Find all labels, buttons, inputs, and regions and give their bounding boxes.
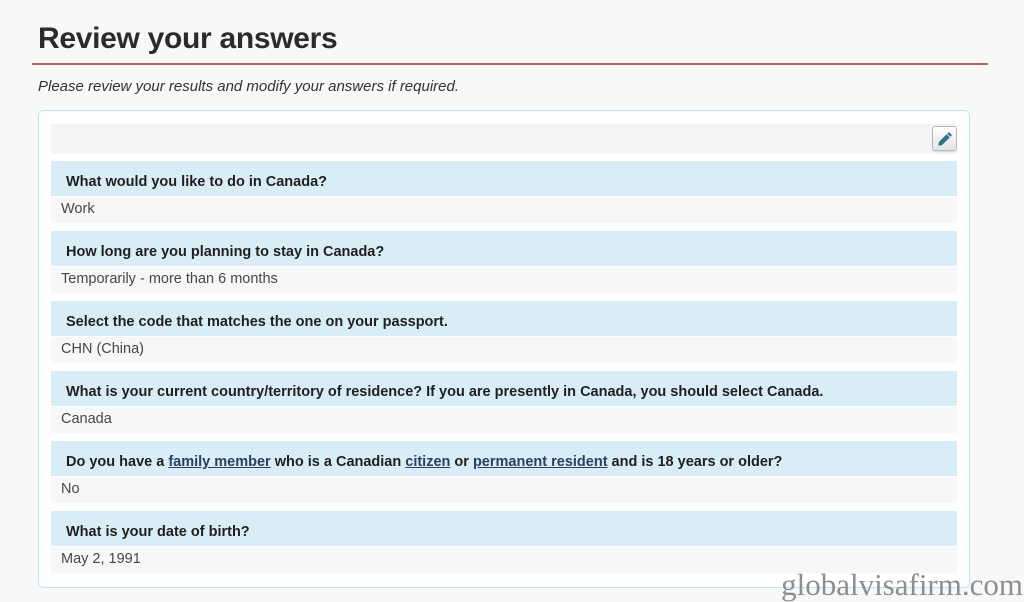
title-divider (32, 63, 988, 65)
review-answers-panel: What would you like to do in Canada? Work… (38, 110, 970, 588)
answer-row: Work (51, 197, 957, 223)
main-content: Review your answers Please review your r… (32, 22, 988, 588)
question-row: Do you have a family member who is a Can… (51, 441, 957, 476)
qa-block: How long are you planning to stay in Can… (51, 231, 957, 293)
answer-row: Temporarily - more than 6 months (51, 267, 957, 293)
pencil-icon (937, 131, 952, 146)
question-text: How long are you planning to stay in Can… (66, 244, 385, 260)
question-row: How long are you planning to stay in Can… (51, 231, 957, 266)
question-text: Select the code that matches the one on … (66, 314, 448, 330)
inline-help-link[interactable]: permanent resident (472, 454, 608, 470)
question-row: Select the code that matches the one on … (51, 301, 957, 336)
qa-list: What would you like to do in Canada? Work… (51, 161, 957, 573)
qa-block: What is your current country/territory o… (51, 371, 957, 433)
question-text: What is your current country/territory o… (66, 384, 824, 400)
inline-help-link[interactable]: family member (168, 454, 271, 470)
question-text: or (450, 454, 473, 470)
answer-row: Canada (51, 407, 957, 433)
qa-block: Do you have a family member who is a Can… (51, 441, 957, 503)
edit-toolbar-row (51, 124, 957, 154)
question-text: What would you like to do in Canada? (66, 174, 327, 190)
page-title: Review your answers (38, 22, 338, 55)
question-text: and is 18 years or older? (607, 454, 783, 470)
question-row: What is your date of birth? (51, 511, 957, 546)
edit-answers-button[interactable] (932, 126, 957, 151)
question-text: Do you have a (66, 454, 169, 470)
question-text: What is your date of birth? (66, 524, 250, 540)
answer-row: No (51, 477, 957, 503)
qa-block: What would you like to do in Canada? Work (51, 161, 957, 223)
question-text: who is a Canadian (270, 454, 406, 470)
page-subtitle: Please review your results and modify yo… (38, 78, 460, 95)
question-row: What would you like to do in Canada? (51, 161, 957, 196)
qa-block: Select the code that matches the one on … (51, 301, 957, 363)
answer-row: May 2, 1991 (51, 547, 957, 573)
question-row: What is your current country/territory o… (51, 371, 957, 406)
qa-block: What is your date of birth? May 2, 1991 (51, 511, 957, 573)
answer-row: CHN (China) (51, 337, 957, 363)
inline-help-link[interactable]: citizen (405, 454, 451, 470)
